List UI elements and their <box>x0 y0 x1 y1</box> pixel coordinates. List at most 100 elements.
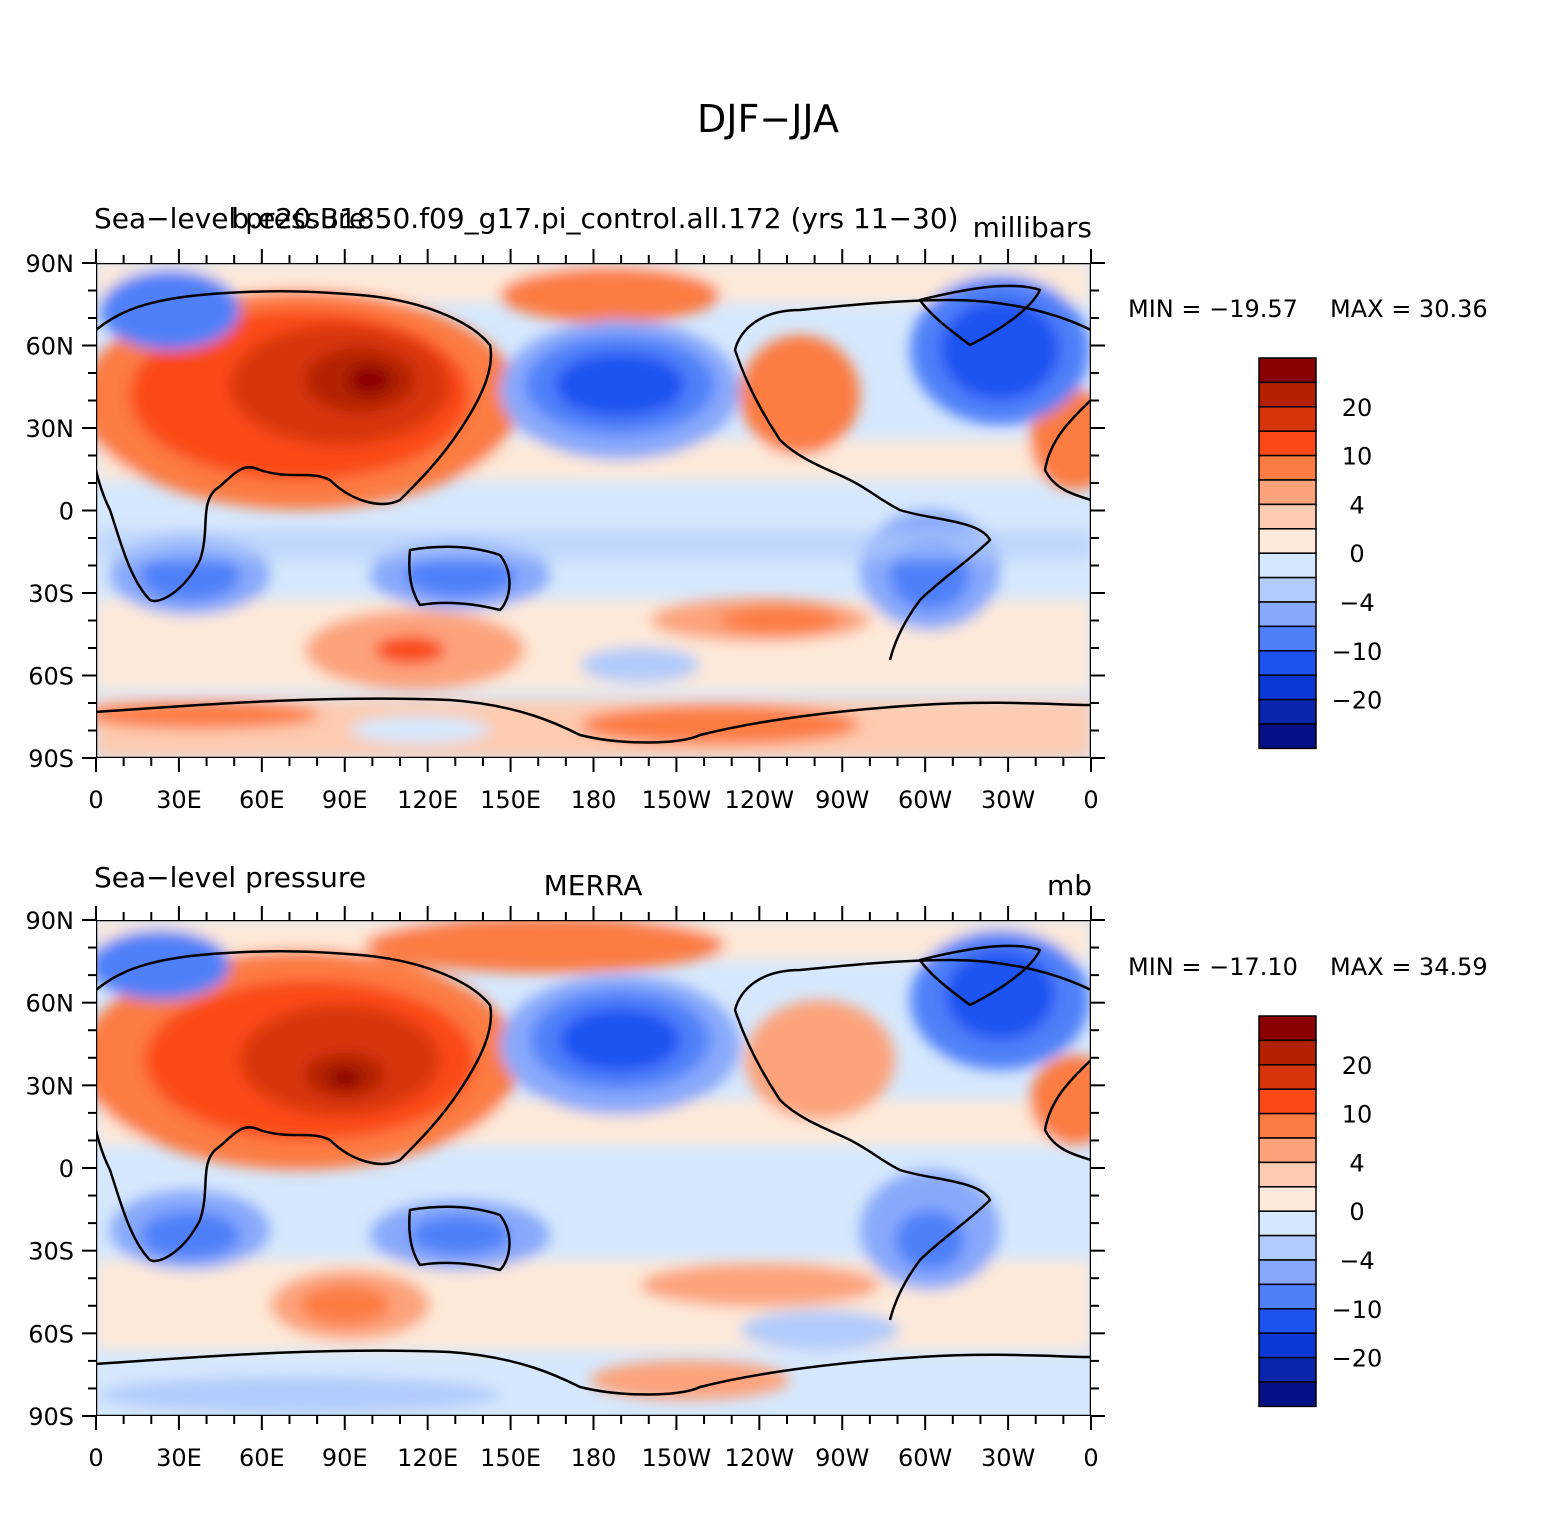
lon-label: 30E <box>156 786 202 814</box>
colorbar-swatch <box>1258 381 1317 408</box>
colorbar-swatch <box>1258 552 1317 579</box>
lon-label: 30E <box>156 1444 202 1472</box>
colorbar-label: 4 <box>1349 491 1364 519</box>
panel-obs: Sea−level pressure MERRA mb <box>26 861 1488 1472</box>
stats-min: MIN = −17.10 <box>1128 953 1298 981</box>
colorbar: 20 10 4 0 −4 −10 −20 <box>1258 1015 1383 1408</box>
colorbar-swatch <box>1258 454 1317 481</box>
colorbar-swatch <box>1258 406 1317 432</box>
lat-label: 60S <box>28 663 74 691</box>
lon-label: 150W <box>642 1444 712 1472</box>
figure-title: DJF−JJA <box>697 97 839 141</box>
panel-left-title: Sea−level pressure <box>94 861 366 894</box>
colorbar-label: −20 <box>1332 1345 1383 1373</box>
colorbar-swatch <box>1258 1308 1317 1334</box>
lon-label: 180 <box>571 786 617 814</box>
panel-units: mb <box>1047 869 1092 902</box>
colorbar-swatch <box>1258 1161 1317 1188</box>
lon-label: 90E <box>322 786 368 814</box>
lon-label: 150E <box>480 1444 541 1472</box>
lat-label: 90N <box>26 250 75 278</box>
colorbar-swatch <box>1258 430 1317 457</box>
colorbar-swatch <box>1258 1332 1317 1359</box>
lat-label: 30N <box>26 1072 75 1100</box>
lat-label: 60S <box>28 1320 74 1348</box>
lat-label: 0 <box>59 498 74 526</box>
colorbar-label: −4 <box>1339 1247 1374 1275</box>
lon-label: 60E <box>239 1444 285 1472</box>
colorbar-label: 10 <box>1342 443 1373 471</box>
contour-map <box>96 920 1091 1416</box>
lon-label: 180 <box>571 1444 617 1472</box>
lat-label: 30N <box>26 415 75 443</box>
colorbar-swatch <box>1258 723 1317 750</box>
colorbar-swatch <box>1258 1015 1317 1042</box>
colorbar-label: −10 <box>1332 638 1383 666</box>
colorbar-swatch <box>1258 601 1317 628</box>
colorbar-label: −20 <box>1332 687 1383 715</box>
lon-label: 0 <box>88 1444 103 1472</box>
colorbar-swatch <box>1258 650 1317 676</box>
colorbar-label: 0 <box>1349 1198 1364 1226</box>
lon-label: 120W <box>725 786 795 814</box>
colorbar-swatch <box>1258 1039 1317 1066</box>
lat-label: 60N <box>26 990 75 1018</box>
lon-label: 0 <box>1083 786 1098 814</box>
panel-model: Sea−level pressure b.e20.B1850.f09_g17.p… <box>26 202 1488 814</box>
colorbar-swatch <box>1258 1064 1317 1090</box>
colorbar-swatch <box>1258 503 1317 530</box>
colorbar-label: 20 <box>1342 394 1373 422</box>
colorbar-swatch <box>1258 1186 1317 1212</box>
lat-label: 30S <box>28 1238 74 1266</box>
colorbar-swatch <box>1258 1137 1317 1164</box>
lon-label: 90E <box>322 1444 368 1472</box>
lon-label: 60E <box>239 786 285 814</box>
colorbar-swatch <box>1258 1088 1317 1115</box>
lat-label: 90S <box>28 745 74 773</box>
lat-label: 60N <box>26 333 75 361</box>
lon-label: 120E <box>397 1444 458 1472</box>
lon-label: 90W <box>815 1444 869 1472</box>
contour-map <box>96 263 1091 758</box>
lon-axis: 0 30E 60E 90E 120E 150E 180 150W 120W 90W 60W 30W 0 <box>88 906 1099 1472</box>
stats-min: MIN = −19.57 <box>1128 295 1298 323</box>
lat-label: 0 <box>59 1155 74 1183</box>
lon-label: 60W <box>898 1444 952 1472</box>
colorbar: 20 10 4 0 −4 −10 −20 <box>1258 357 1383 750</box>
colorbar-swatch <box>1258 528 1317 554</box>
colorbar-swatch <box>1258 1112 1317 1139</box>
lon-label: 30W <box>981 786 1035 814</box>
colorbar-label: 4 <box>1349 1149 1364 1177</box>
colorbar-label: −10 <box>1332 1296 1383 1324</box>
colorbar-swatch <box>1258 698 1317 725</box>
colorbar-label: 20 <box>1342 1052 1373 1080</box>
lon-label: 90W <box>815 786 869 814</box>
colorbar-swatch <box>1258 1356 1317 1383</box>
panel-center-title: b.e20.B1850.f09_g17.pi_control.all.172 (… <box>231 202 958 235</box>
colorbar-swatch <box>1258 625 1317 652</box>
stats-max: MAX = 30.36 <box>1330 295 1488 323</box>
panel-left-title: Sea−level pressure <box>94 202 366 235</box>
colorbar-swatch <box>1258 1381 1317 1408</box>
colorbar-swatch <box>1258 1210 1317 1237</box>
colorbar-swatch <box>1258 1259 1317 1286</box>
colorbar-label: 0 <box>1349 540 1364 568</box>
colorbar-swatch <box>1258 576 1317 603</box>
panel-units: millibars <box>973 211 1092 244</box>
lon-label: 150E <box>480 786 541 814</box>
stats-max: MAX = 34.59 <box>1330 953 1488 981</box>
lat-label: 90N <box>26 907 75 935</box>
lat-label: 90S <box>28 1403 74 1431</box>
lat-axis: 90N 60N 30N 0 30S 60S 90S <box>26 250 1105 773</box>
lat-axis: 90N 60N 30N 0 30S 60S 90S <box>26 907 1105 1431</box>
colorbar-swatch <box>1258 674 1317 701</box>
lon-label: 150W <box>642 786 712 814</box>
lon-label: 30W <box>981 1444 1035 1472</box>
colorbar-swatch <box>1258 479 1317 506</box>
lon-label: 0 <box>88 786 103 814</box>
lat-label: 30S <box>28 580 74 608</box>
colorbar-swatch <box>1258 357 1317 384</box>
lon-label: 120W <box>725 1444 795 1472</box>
panel-center-title: MERRA <box>544 869 643 902</box>
